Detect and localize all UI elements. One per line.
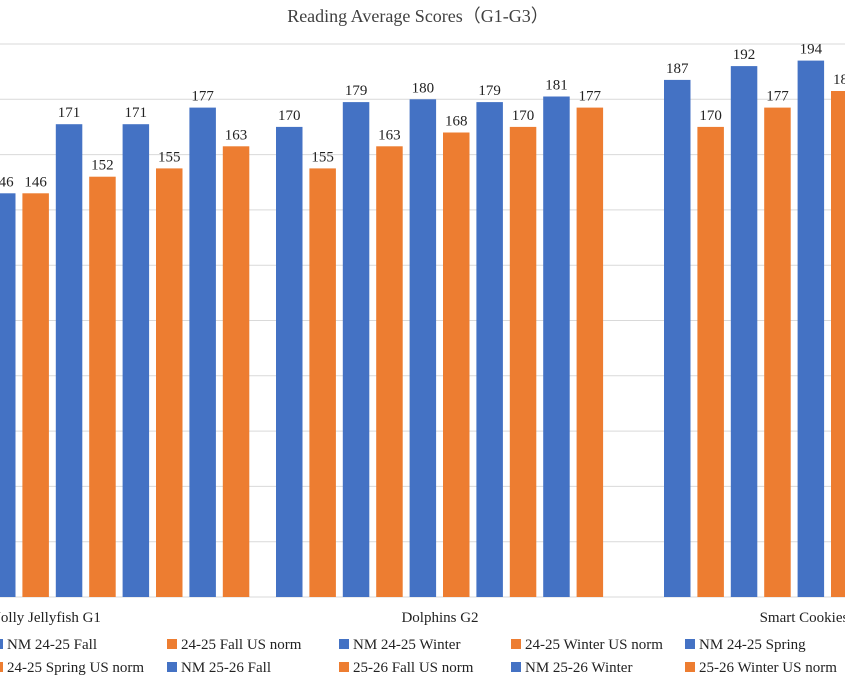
bar — [189, 107, 216, 597]
data-label: 177 — [579, 89, 602, 105]
legend-swatch — [339, 662, 349, 672]
legend-swatch — [685, 662, 695, 672]
bar — [664, 79, 691, 597]
data-label: 163 — [225, 127, 248, 143]
bar — [443, 132, 470, 597]
legend-entry: 25-26 Fall US norm — [353, 660, 474, 676]
bar — [509, 126, 537, 598]
bar — [156, 168, 183, 597]
bar — [831, 91, 845, 597]
legend-entry: 25-26 Winter US norm — [699, 660, 837, 676]
data-label: 171 — [125, 105, 148, 121]
bar — [409, 99, 437, 598]
bar — [730, 66, 758, 598]
legend-entry: NM 25-26 Fall — [181, 660, 271, 676]
legend-swatch — [0, 662, 3, 672]
legend-entry: NM 25-26 Winter — [525, 660, 632, 676]
data-label: 177 — [766, 89, 789, 105]
bar — [22, 193, 49, 598]
data-label: 170 — [278, 108, 301, 124]
bar — [697, 126, 724, 598]
chart-title: Reading Average Scores（G1-G3） — [287, 6, 549, 26]
data-label: 152 — [91, 158, 114, 174]
bar — [576, 107, 604, 597]
data-label: 171 — [58, 105, 81, 121]
data-label: 170 — [512, 108, 535, 124]
data-label: 187 — [666, 61, 689, 77]
data-label: 179 — [478, 83, 501, 99]
category-label: Jolly Jellyfish G1 — [0, 610, 101, 626]
legend-entry: NM 24-25 Winter — [353, 637, 460, 653]
category-labels: Jolly Jellyfish G1 Dolphins G2 Smart Cooki… — [0, 610, 845, 626]
legend-swatch — [339, 639, 349, 649]
category-label: Smart Cookies G3 — [760, 610, 845, 626]
data-label: 146 — [24, 174, 47, 190]
legend-swatch — [167, 639, 177, 649]
legend-entry: 24-25 Winter US norm — [525, 637, 663, 653]
bar — [476, 102, 503, 597]
value-labels: 146 146 171 152 171 155 177 163 170 155 179 163 180 1… — [0, 42, 845, 191]
bar — [764, 107, 791, 597]
data-label: 168 — [445, 114, 468, 130]
data-label: 179 — [345, 83, 368, 99]
bar — [543, 96, 570, 597]
legend-entry: NM 24-25 Fall — [7, 637, 97, 653]
data-label: 163 — [378, 127, 401, 143]
legend: NM 24-25 Fall 24-25 Fall US norm NM 24-25 … — [0, 637, 837, 676]
data-label: 155 — [311, 149, 334, 165]
legend-swatch — [511, 662, 521, 672]
data-label: 155 — [158, 149, 181, 165]
legend-swatch — [167, 662, 177, 672]
bar — [222, 146, 250, 598]
bar — [55, 124, 83, 597]
legend-entry: 24-25 Fall US norm — [181, 637, 302, 653]
data-label: 170 — [699, 108, 722, 124]
legend-entry: 24-25 Spring US norm — [7, 660, 144, 676]
bar — [89, 176, 116, 597]
bar — [276, 126, 303, 598]
bar — [122, 124, 150, 597]
data-label: 180 — [412, 80, 435, 96]
data-label: 181 — [545, 78, 568, 94]
data-label: 177 — [191, 89, 214, 105]
legend-swatch — [511, 639, 521, 649]
bar — [309, 168, 336, 597]
data-label: 192 — [733, 47, 756, 63]
bar — [0, 193, 16, 598]
category-label: Dolphins G2 — [401, 610, 478, 626]
bar — [376, 146, 403, 598]
legend-entry: NM 24-25 Spring — [699, 637, 806, 653]
legend-swatch — [685, 639, 695, 649]
bar — [342, 102, 370, 597]
data-label: 183 — [833, 72, 845, 88]
data-label: 194 — [800, 42, 823, 58]
bar — [797, 60, 825, 598]
bars — [0, 60, 845, 598]
data-label: 146 — [0, 174, 14, 190]
legend-swatch — [0, 639, 3, 649]
